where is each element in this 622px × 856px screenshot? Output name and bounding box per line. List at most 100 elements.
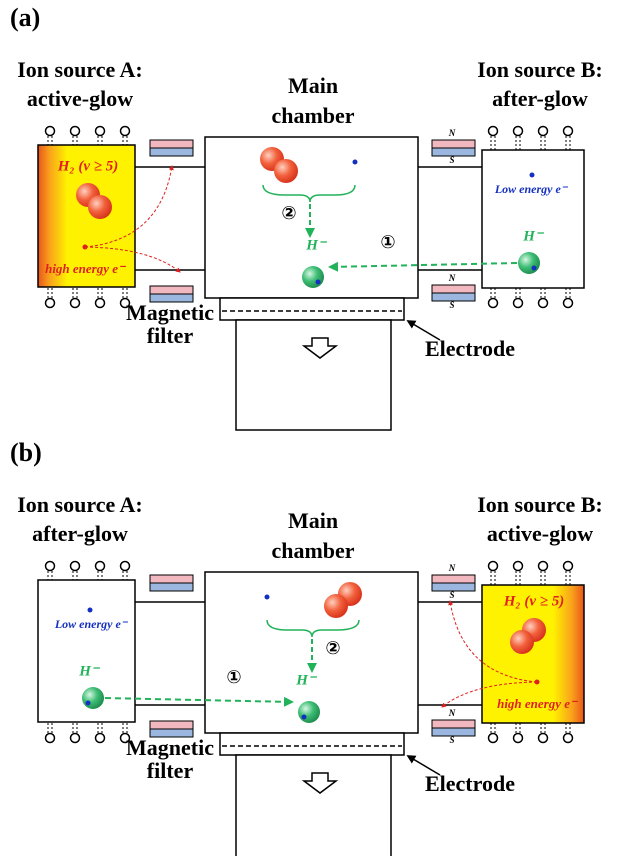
h-minus xyxy=(82,687,104,709)
panel-label: (b) xyxy=(10,438,42,467)
header: Main xyxy=(288,508,338,533)
active-source-box xyxy=(37,144,136,288)
header: Ion source A: xyxy=(17,57,143,82)
coil xyxy=(94,732,106,744)
h-minus xyxy=(298,701,320,723)
magnet-label: S xyxy=(449,155,454,165)
h2-atom xyxy=(88,195,112,219)
coil xyxy=(69,297,81,309)
arrow xyxy=(328,261,518,272)
magnet-n xyxy=(149,574,194,584)
step-label: ① xyxy=(226,667,241,688)
coil xyxy=(512,732,524,744)
coil xyxy=(537,125,549,137)
ion-label: H⁻ xyxy=(295,672,318,688)
magnet-s xyxy=(431,147,476,157)
electron-path xyxy=(84,165,174,248)
electrode-label: Electrode xyxy=(425,771,515,796)
h2-atom xyxy=(510,630,534,654)
magnet-n xyxy=(431,284,476,294)
lower-chamber xyxy=(235,319,392,431)
coil xyxy=(537,297,549,309)
magnet-n xyxy=(431,719,476,729)
h-minus xyxy=(302,266,324,288)
down-arrow xyxy=(301,772,339,794)
coil xyxy=(512,560,524,572)
magnet-n xyxy=(431,574,476,584)
coil xyxy=(537,732,549,744)
electron xyxy=(264,594,270,600)
header: Main xyxy=(288,73,338,98)
lower-chamber xyxy=(235,754,392,856)
header: Ion source A: xyxy=(17,492,143,517)
electron-label: Low energy e⁻ xyxy=(494,182,569,196)
filter-label: filter xyxy=(147,758,194,783)
molecule-label: H₂ (v ≥ 5) xyxy=(57,158,119,174)
electron xyxy=(531,265,537,271)
step-label: ① xyxy=(380,232,395,253)
coil xyxy=(487,732,499,744)
magnet-s xyxy=(149,147,194,157)
filter-label: Magnetic xyxy=(126,300,214,325)
magnet-s xyxy=(149,728,194,738)
coil xyxy=(69,732,81,744)
header: Ion source B: xyxy=(477,492,603,517)
header: chamber xyxy=(271,103,354,128)
electron-path xyxy=(441,681,538,708)
header: active-glow xyxy=(487,521,593,546)
electrode-frame xyxy=(219,297,405,321)
arrow xyxy=(104,696,294,707)
magnet-n xyxy=(431,139,476,149)
coil xyxy=(487,560,499,572)
electrode-label: Electrode xyxy=(425,336,515,361)
panel: (a) Ion source A: active-glow Main chamber Io… xyxy=(10,3,603,431)
coil xyxy=(487,125,499,137)
filter-label: Magnetic xyxy=(126,735,214,760)
coil xyxy=(512,125,524,137)
ion-label: H⁻ xyxy=(522,228,545,244)
electron-label: high energy e⁻ xyxy=(45,261,127,276)
magnet-s xyxy=(431,582,476,592)
coil xyxy=(44,297,56,309)
electrode-frame xyxy=(219,732,405,756)
electron xyxy=(87,607,93,613)
coil xyxy=(94,125,106,137)
magnet-label: N xyxy=(448,563,456,573)
panel-label: (a) xyxy=(10,3,40,32)
coil xyxy=(94,560,106,572)
coil xyxy=(562,297,574,309)
coil xyxy=(119,125,131,137)
coil xyxy=(69,560,81,572)
magnet-label: N xyxy=(448,128,456,138)
ion-label: H⁻ xyxy=(78,663,101,679)
header: chamber xyxy=(271,538,354,563)
brace xyxy=(266,619,360,638)
coil xyxy=(487,297,499,309)
magnet-n xyxy=(149,720,194,730)
magnet-n xyxy=(149,285,194,295)
coil xyxy=(537,560,549,572)
electron-path xyxy=(84,246,181,273)
brace xyxy=(262,184,356,203)
coil xyxy=(512,297,524,309)
electron xyxy=(85,700,91,706)
magnet-n xyxy=(149,139,194,149)
electron-label: Low energy e⁻ xyxy=(54,617,129,631)
coil xyxy=(119,560,131,572)
electron-path xyxy=(448,600,538,683)
electron xyxy=(315,279,321,285)
coil xyxy=(69,125,81,137)
coil xyxy=(44,732,56,744)
electron xyxy=(352,159,358,165)
h2-atom xyxy=(324,594,348,618)
h-minus xyxy=(518,252,540,274)
filter-label: filter xyxy=(147,323,194,348)
h2-atom xyxy=(274,159,298,183)
coil xyxy=(562,732,574,744)
molecule-label: H₂ (v ≥ 5) xyxy=(503,593,565,609)
electron xyxy=(301,714,307,720)
magnet-s xyxy=(431,727,476,737)
electrode-pointer xyxy=(406,755,441,776)
header: after-glow xyxy=(32,521,128,546)
step-label: ② xyxy=(281,203,296,224)
